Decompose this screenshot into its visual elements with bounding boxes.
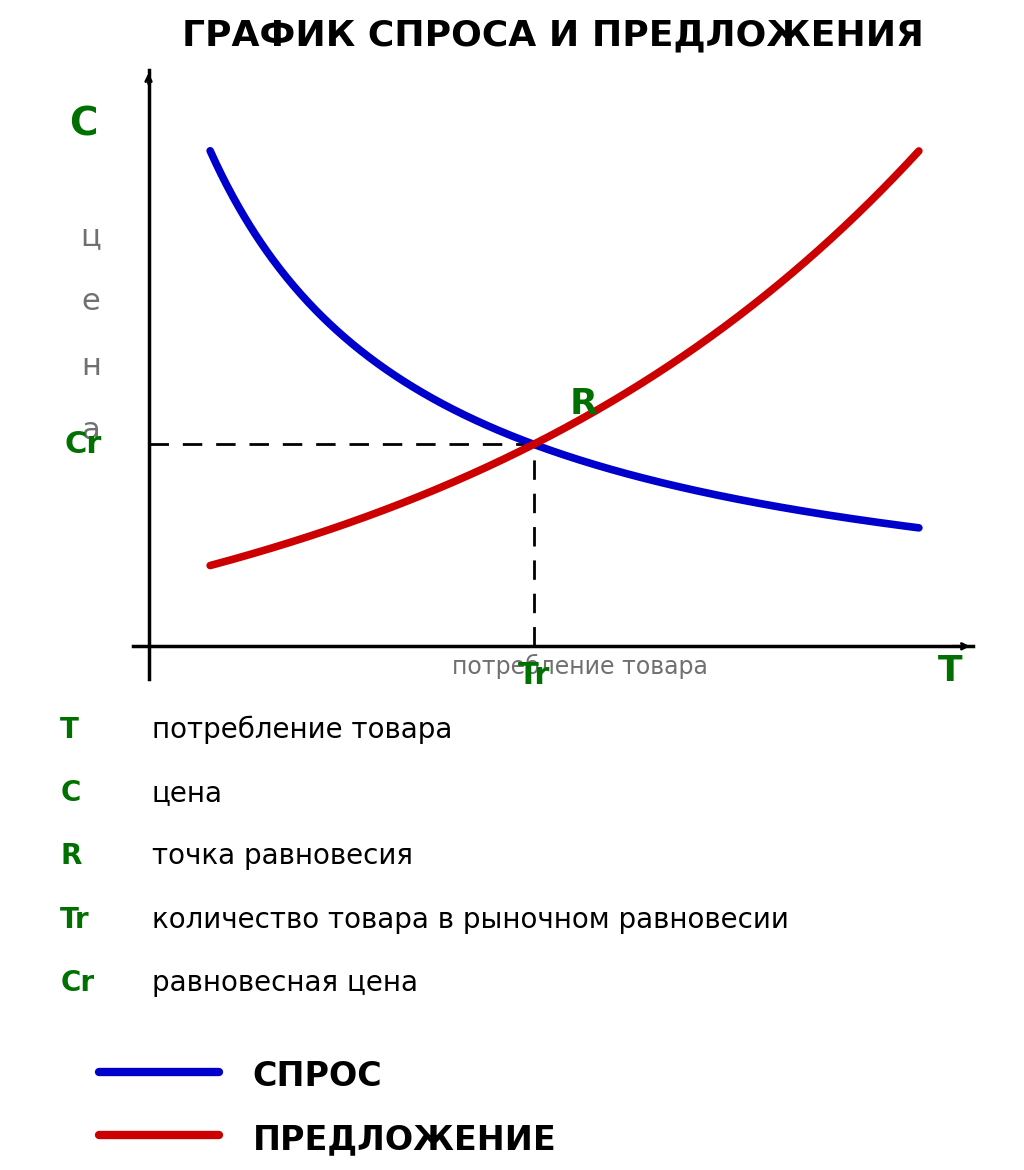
Text: а: а — [81, 417, 100, 446]
Text: н: н — [81, 352, 100, 380]
Text: е: е — [81, 287, 100, 316]
Text: потребление товара: потребление товара — [152, 716, 452, 744]
Text: точка равновесия: точка равновесия — [152, 842, 413, 870]
Text: цена: цена — [152, 779, 222, 807]
Text: ПРЕДЛОЖЕНИЕ: ПРЕДЛОЖЕНИЕ — [253, 1123, 556, 1156]
Text: T: T — [60, 716, 79, 744]
Text: СПРОС: СПРОС — [253, 1060, 383, 1093]
Text: С: С — [69, 105, 97, 143]
Text: Tr: Tr — [60, 906, 90, 934]
Text: количество товара в рыночном равновесии: количество товара в рыночном равновесии — [152, 906, 788, 934]
Text: ц: ц — [80, 222, 101, 252]
Text: С: С — [60, 779, 81, 807]
Text: равновесная цена: равновесная цена — [152, 969, 418, 997]
Text: потребление товара: потребление товара — [452, 654, 708, 680]
Text: T: T — [937, 654, 962, 688]
Text: R: R — [569, 387, 598, 421]
Title: ГРАФИК СПРОСА И ПРЕДЛОЖЕНИЯ: ГРАФИК СПРОСА И ПРЕДЛОЖЕНИЯ — [182, 19, 924, 53]
Text: Cr: Cr — [60, 969, 94, 997]
Text: Tr: Tr — [517, 661, 550, 690]
Text: R: R — [60, 842, 82, 870]
Text: Cr: Cr — [65, 429, 101, 459]
